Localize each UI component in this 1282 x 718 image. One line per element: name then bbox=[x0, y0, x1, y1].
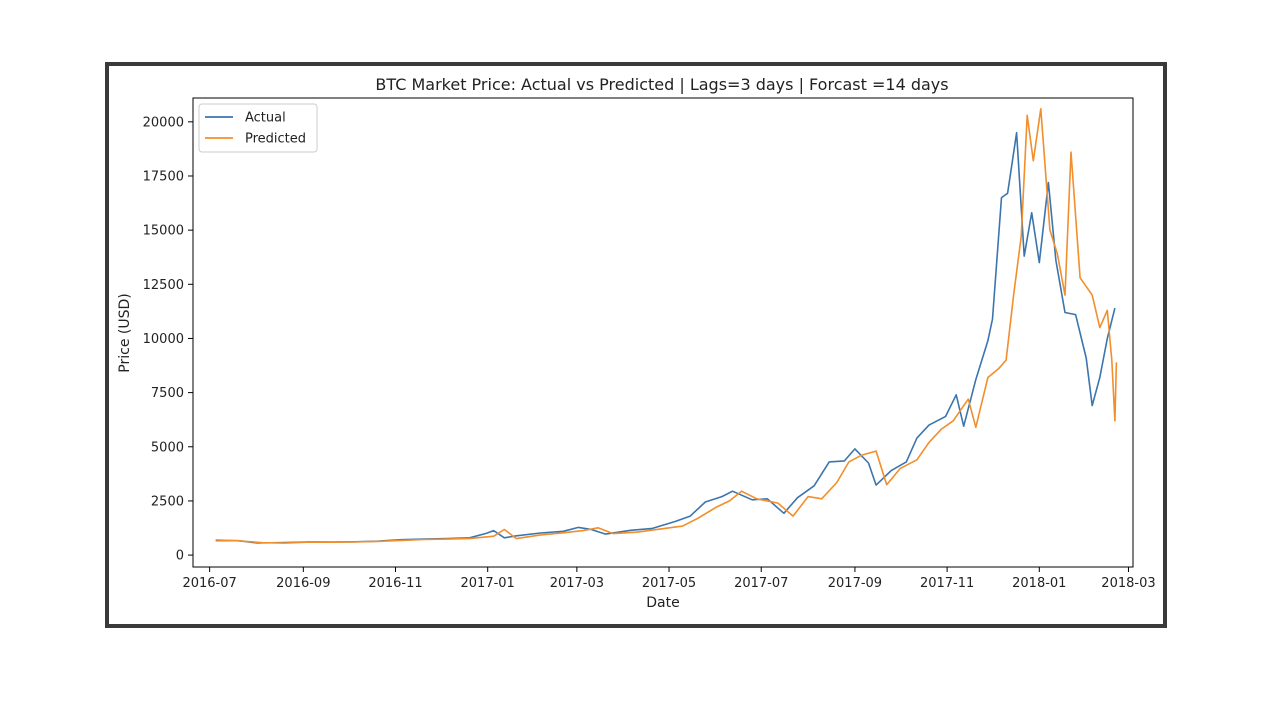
y-axis-label: Price (USD) bbox=[117, 293, 133, 372]
x-tick-label: 2016-09 bbox=[276, 576, 330, 591]
legend-label-predicted: Predicted bbox=[245, 132, 306, 147]
y-tick-label: 20000 bbox=[143, 115, 184, 130]
y-tick-label: 17500 bbox=[143, 169, 184, 184]
y-tick-label: 2500 bbox=[151, 494, 184, 509]
x-tick-label: 2017-01 bbox=[461, 576, 515, 591]
x-tick-label: 2016-11 bbox=[368, 576, 422, 591]
x-tick-label: 2017-03 bbox=[550, 576, 604, 591]
x-tick-label: 2017-09 bbox=[828, 576, 882, 591]
x-axis-label: Date bbox=[646, 595, 679, 611]
x-tick-label: 2016-07 bbox=[182, 576, 236, 591]
plot-series bbox=[215, 108, 1118, 544]
plot-area bbox=[192, 97, 1134, 568]
y-axis: 0 2500 5000 7500 10000 12500 15000 17500 20000 bbox=[143, 115, 193, 564]
series-line-predicted bbox=[215, 108, 1118, 544]
chart-title: BTC Market Price: Actual vs Predicted | … bbox=[375, 75, 948, 94]
chart-frame bbox=[105, 62, 1167, 628]
x-tick-label: 2017-11 bbox=[920, 576, 974, 591]
y-tick-label: 5000 bbox=[151, 440, 184, 455]
y-tick-label: 15000 bbox=[143, 224, 184, 239]
x-tick-label: 2017-05 bbox=[642, 576, 696, 591]
legend: Actual Predicted bbox=[198, 103, 318, 153]
legend-box bbox=[198, 103, 318, 153]
series-line-actual bbox=[215, 131, 1116, 544]
y-tick-label: 10000 bbox=[143, 332, 184, 347]
x-tick-label: 2017-07 bbox=[734, 576, 788, 591]
legend-label-actual: Actual bbox=[245, 111, 286, 126]
x-axis: 2016-07 2016-09 2016-11 2017-01 2017-03 2017-… bbox=[182, 567, 1156, 591]
y-tick-label: 0 bbox=[176, 549, 184, 564]
y-tick-label: 12500 bbox=[143, 278, 184, 293]
x-tick-label: 2018-03 bbox=[1101, 576, 1155, 591]
y-tick-label: 7500 bbox=[151, 386, 184, 401]
x-tick-label: 2018-01 bbox=[1012, 576, 1066, 591]
